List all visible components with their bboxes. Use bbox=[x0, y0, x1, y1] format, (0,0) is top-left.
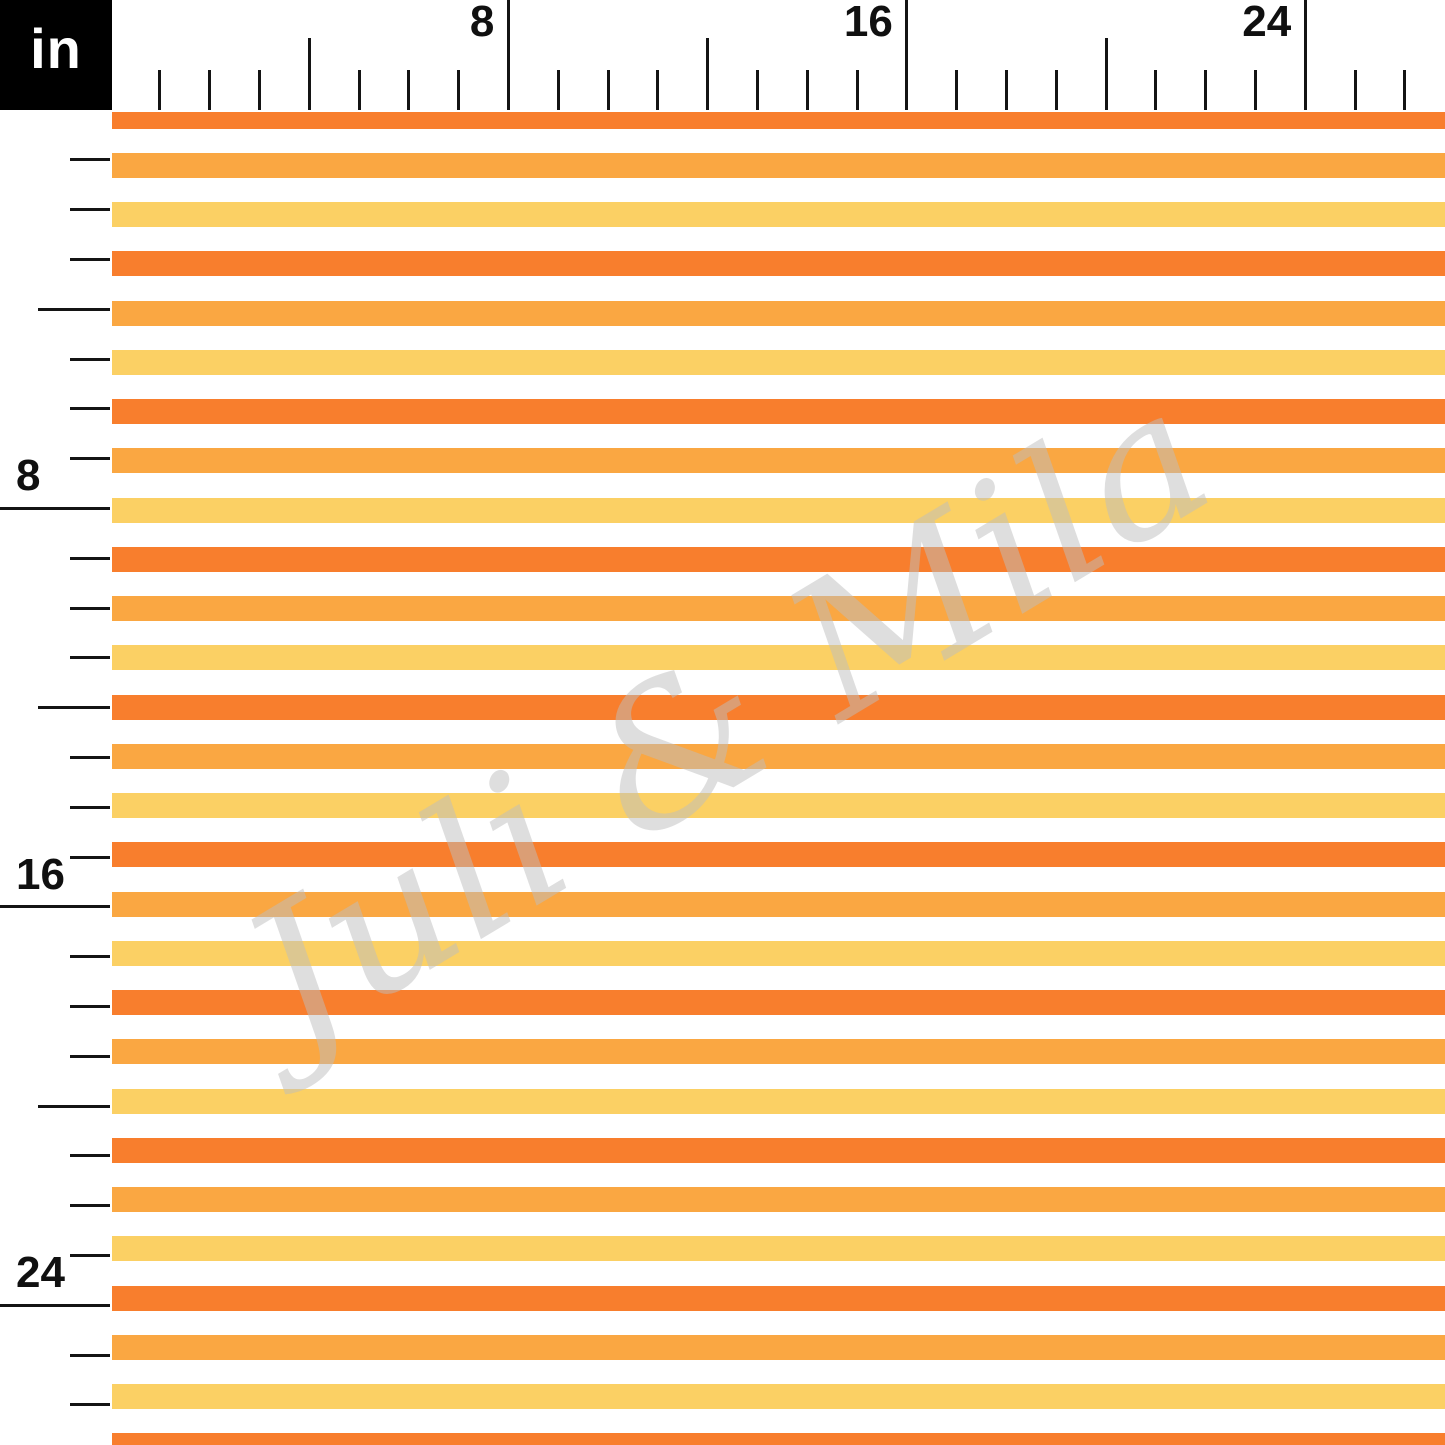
watermark: Juli & Mila bbox=[179, 346, 1245, 1105]
stripe-yellow bbox=[112, 497, 1445, 523]
stripe-orange bbox=[112, 1187, 1445, 1213]
ruler-top-tick-minor bbox=[208, 70, 212, 110]
ruler-left-tick-minor bbox=[70, 656, 110, 660]
ruler-left-tick-minor bbox=[70, 1403, 110, 1407]
ruler-unit-label: in bbox=[30, 16, 82, 80]
stripe-dark-orange bbox=[112, 694, 1445, 720]
ruler-top-label-8: 8 bbox=[469, 0, 495, 46]
ruler-left-tick-minor bbox=[70, 158, 110, 162]
ruler-top-tick-minor bbox=[257, 70, 261, 110]
ruler-left-tick-major bbox=[0, 506, 110, 510]
ruler-top-tick-minor bbox=[1403, 70, 1407, 110]
ruler-top-tick-minor bbox=[755, 70, 759, 110]
stripe-yellow bbox=[112, 1088, 1445, 1114]
stripe-yellow bbox=[112, 1384, 1445, 1410]
ruler-top-tick-major bbox=[1303, 0, 1307, 110]
ruler-left: 8 16 24 bbox=[0, 0, 112, 1445]
ruler-left-tick-minor bbox=[70, 457, 110, 461]
ruler-left-label-24: 24 bbox=[16, 1248, 65, 1298]
stripe-yellow bbox=[112, 940, 1445, 966]
stripe-yellow bbox=[112, 793, 1445, 819]
stripe-yellow bbox=[112, 1236, 1445, 1262]
stripe-dark-orange bbox=[112, 990, 1445, 1016]
ruler-left-tick-minor bbox=[70, 855, 110, 859]
ruler-left-tick-mid bbox=[38, 706, 110, 710]
ruler-left-tick-minor bbox=[70, 955, 110, 959]
ruler-left-tick-major bbox=[0, 905, 110, 909]
ruler-left-tick-major bbox=[0, 1303, 110, 1307]
ruler-left-tick-minor bbox=[70, 556, 110, 560]
ruler-left-tick-minor bbox=[70, 606, 110, 610]
ruler-top-label-24: 24 bbox=[1242, 0, 1292, 46]
stripe-dark-orange bbox=[112, 1285, 1445, 1311]
ruler-left-tick-mid bbox=[38, 307, 110, 311]
ruler-top-tick-mid bbox=[307, 38, 311, 110]
ruler-left-tick-minor bbox=[70, 1054, 110, 1058]
ruler-top-tick-minor bbox=[1253, 70, 1257, 110]
ruler-left-tick-mid bbox=[38, 1104, 110, 1108]
stripe-dark-orange bbox=[112, 546, 1445, 572]
ruler-left-tick-minor bbox=[70, 257, 110, 261]
ruler-left-tick-minor bbox=[70, 407, 110, 411]
stripe-yellow bbox=[112, 645, 1445, 671]
stripe-orange bbox=[112, 596, 1445, 622]
stripe-dark-orange bbox=[112, 1137, 1445, 1163]
stripe-dark-orange bbox=[112, 251, 1445, 277]
ruler-top-tick-minor bbox=[158, 70, 162, 110]
ruler-top-tick-major bbox=[506, 0, 510, 110]
ruler-top: 8 16 24 bbox=[0, 0, 1445, 112]
ruler-top-tick-minor bbox=[955, 70, 959, 110]
ruler-top-tick-mid bbox=[706, 38, 710, 110]
ruler-left-tick-minor bbox=[70, 1154, 110, 1158]
ruler-top-tick-major bbox=[905, 0, 909, 110]
ruler-top-tick-minor bbox=[805, 70, 809, 110]
ruler-top-tick-minor bbox=[357, 70, 361, 110]
ruler-top-tick-mid bbox=[1104, 38, 1108, 110]
ruler-top-tick-minor bbox=[855, 70, 859, 110]
ruler-top-tick-minor bbox=[1154, 70, 1158, 110]
stripe-yellow bbox=[112, 349, 1445, 375]
ruler-top-tick-minor bbox=[407, 70, 411, 110]
ruler-top-tick-minor bbox=[457, 70, 461, 110]
ruler-top-tick-minor bbox=[1204, 70, 1208, 110]
stripe-dark-orange bbox=[112, 1433, 1445, 1445]
ruler-top-tick-minor bbox=[606, 70, 610, 110]
stripe-orange bbox=[112, 1334, 1445, 1360]
ruler-left-tick-minor bbox=[70, 208, 110, 212]
ruler-top-tick-minor bbox=[1353, 70, 1357, 110]
ruler-left-tick-minor bbox=[70, 755, 110, 759]
stripe-dark-orange bbox=[112, 399, 1445, 425]
ruler-top-tick-minor bbox=[1054, 70, 1058, 110]
stripe-dark-orange bbox=[112, 842, 1445, 868]
ruler-left-tick-minor bbox=[70, 1004, 110, 1008]
stripe-yellow bbox=[112, 202, 1445, 228]
ruler-left-label-8: 8 bbox=[16, 451, 41, 501]
ruler-left-tick-minor bbox=[70, 1353, 110, 1357]
ruler-left-label-16: 16 bbox=[16, 849, 65, 899]
ruler-unit-box: in bbox=[0, 0, 112, 110]
stripe-orange bbox=[112, 300, 1445, 326]
stripe-orange bbox=[112, 448, 1445, 474]
ruler-left-tick-minor bbox=[70, 805, 110, 809]
ruler-top-label-16: 16 bbox=[843, 0, 893, 46]
stripe-orange bbox=[112, 152, 1445, 178]
ruler-top-tick-minor bbox=[556, 70, 560, 110]
stripe-pattern-swatch: Juli & Mila bbox=[112, 112, 1445, 1445]
ruler-left-tick-minor bbox=[70, 357, 110, 361]
stripe-dark-orange bbox=[112, 112, 1445, 129]
ruler-top-tick-minor bbox=[656, 70, 660, 110]
ruler-left-tick-minor bbox=[70, 1204, 110, 1208]
stripe-orange bbox=[112, 743, 1445, 769]
watermark-text: Juli & Mila bbox=[179, 346, 1245, 1105]
ruler-top-tick-minor bbox=[1004, 70, 1008, 110]
stripe-orange bbox=[112, 1039, 1445, 1065]
stripe-orange bbox=[112, 891, 1445, 917]
ruler-left-tick-minor bbox=[70, 1253, 110, 1257]
